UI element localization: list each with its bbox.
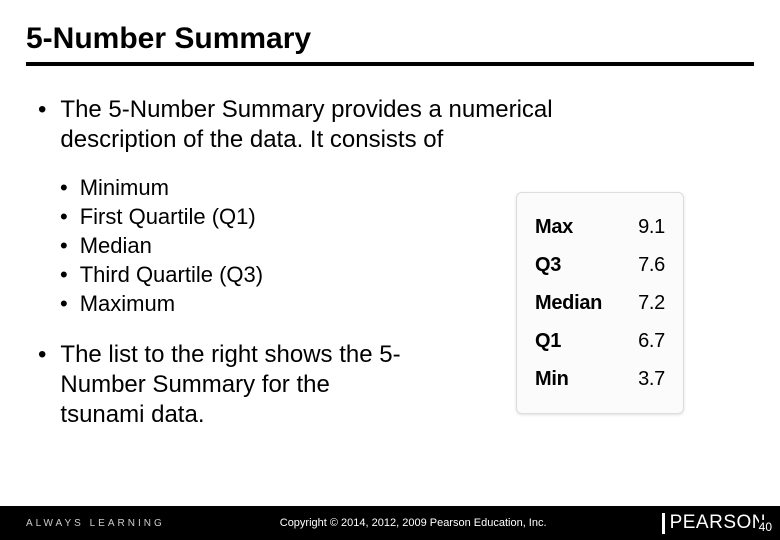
summary-value: 7.6 <box>638 246 665 284</box>
title-underline <box>26 62 754 66</box>
list-item: • Minimum <box>60 173 578 202</box>
summary-value: 9.1 <box>638 208 665 246</box>
summary-box: Max 9.1 Q3 7.6 Median 7.2 Q1 6.7 Min 3.7 <box>516 192 684 414</box>
pearson-bar-icon <box>662 513 665 534</box>
summary-value: 7.2 <box>638 284 665 322</box>
summary-value: 6.7 <box>638 322 665 360</box>
list-item-label: Maximum <box>80 289 175 318</box>
list-item-label: Minimum <box>80 173 169 202</box>
footer-bar: ALWAYS LEARNING Copyright © 2014, 2012, … <box>0 506 780 540</box>
list-item-label: First Quartile (Q1) <box>80 202 256 231</box>
bullet-dot-icon: • <box>60 173 80 202</box>
sublist: • Minimum • First Quartile (Q1) • Median… <box>38 173 578 318</box>
summary-value: 3.7 <box>638 360 665 398</box>
list-item: • Third Quartile (Q3) <box>60 260 578 289</box>
summary-row-q3: Q3 7.6 <box>535 246 665 284</box>
bullet-dot-icon: • <box>60 202 80 231</box>
summary-label: Median <box>535 284 602 322</box>
footer-tagline: ALWAYS LEARNING <box>0 518 165 529</box>
bullet-dot-icon: • <box>60 289 80 318</box>
summary-row-q1: Q1 6.7 <box>535 322 665 360</box>
bullet-text: The 5-Number Summary provides a numerica… <box>60 95 578 155</box>
summary-label: Q1 <box>535 322 561 360</box>
bullet-top: • The 5-Number Summary provides a numeri… <box>38 95 578 155</box>
list-item: • First Quartile (Q1) <box>60 202 578 231</box>
slide-number: 40 <box>759 520 772 534</box>
bullet-dot-icon: • <box>38 340 60 370</box>
bullet-dot-icon: • <box>38 95 60 125</box>
list-item: • Maximum <box>60 289 578 318</box>
summary-label: Max <box>535 208 573 246</box>
pearson-text: PEARSON <box>670 512 766 534</box>
content-area: • The 5-Number Summary provides a numeri… <box>38 95 578 434</box>
list-item-label: Third Quartile (Q3) <box>80 260 263 289</box>
summary-row-max: Max 9.1 <box>535 208 665 246</box>
summary-row-median: Median 7.2 <box>535 284 665 322</box>
footer-copyright: Copyright © 2014, 2012, 2009 Pearson Edu… <box>165 517 662 529</box>
list-item: • Median <box>60 231 578 260</box>
bullet-dot-icon: • <box>60 231 80 260</box>
bullet-dot-icon: • <box>60 260 80 289</box>
bullet-text: The list to the right shows the 5-Number… <box>60 340 420 430</box>
slide-title: 5-Number Summary <box>26 22 311 56</box>
bullet-bottom: • The list to the right shows the 5-Numb… <box>38 340 578 430</box>
summary-label: Q3 <box>535 246 561 284</box>
summary-row-min: Min 3.7 <box>535 360 665 398</box>
slide: 5-Number Summary • The 5-Number Summary … <box>0 0 780 540</box>
list-item-label: Median <box>80 231 152 260</box>
summary-label: Min <box>535 360 569 398</box>
